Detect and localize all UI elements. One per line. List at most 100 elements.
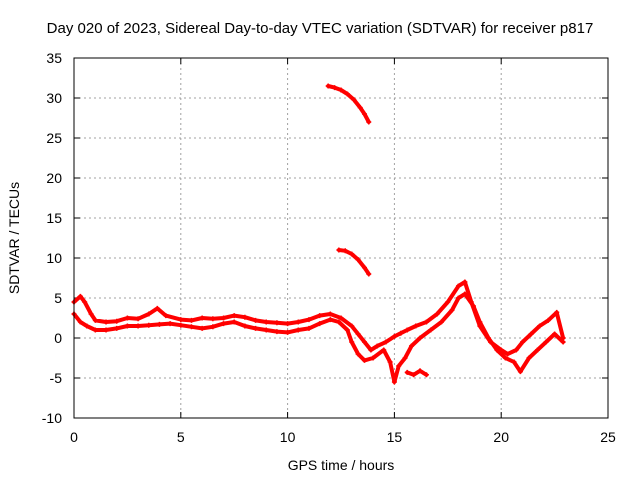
data-point xyxy=(103,319,109,325)
data-point xyxy=(417,368,423,374)
data-point xyxy=(398,330,404,336)
data-point xyxy=(554,309,560,315)
data-point xyxy=(306,317,312,323)
data-point xyxy=(445,299,451,305)
tick-labels: 0 5 10 15 20 25 -10 -5 0 5 10 15 20 25 30 35 xyxy=(42,50,616,445)
data-point xyxy=(361,111,367,117)
data-point xyxy=(423,372,429,378)
data-point xyxy=(274,329,280,335)
data-point xyxy=(535,347,541,353)
series-upper-arc-30 xyxy=(325,83,372,125)
data-point xyxy=(355,331,361,337)
data-point xyxy=(92,317,98,323)
data-point xyxy=(528,331,534,337)
data-point xyxy=(336,247,342,253)
x-tick-label: 10 xyxy=(280,429,296,445)
data-point xyxy=(124,315,130,321)
data-point xyxy=(199,315,205,321)
data-point xyxy=(167,321,173,327)
data-point xyxy=(357,105,363,111)
data-point xyxy=(210,324,216,330)
data-point xyxy=(285,329,291,335)
data-point xyxy=(349,323,355,329)
data-point xyxy=(82,299,88,305)
data-point xyxy=(263,327,269,333)
y-tick-label: 10 xyxy=(46,250,62,266)
data-point xyxy=(404,369,410,375)
data-point xyxy=(374,343,380,349)
data-point xyxy=(114,325,120,331)
data-point xyxy=(545,317,551,323)
data-point xyxy=(156,321,162,327)
data-point xyxy=(306,325,312,331)
data-point xyxy=(336,319,342,325)
data-point xyxy=(485,335,491,341)
data-point xyxy=(327,311,333,317)
x-axis-label: GPS time / hours xyxy=(287,457,395,473)
y-tick-label: 15 xyxy=(46,210,62,226)
series-trace xyxy=(326,84,371,124)
plot-border xyxy=(73,57,609,419)
data-series xyxy=(71,83,566,385)
y-tick-label: -5 xyxy=(50,370,63,386)
data-point xyxy=(178,322,184,328)
data-point xyxy=(494,347,500,353)
x-tick-label: 5 xyxy=(177,429,185,445)
data-point xyxy=(552,331,558,337)
data-point xyxy=(361,265,367,271)
y-tick-label: 0 xyxy=(54,330,62,346)
data-point xyxy=(114,318,120,324)
data-point xyxy=(325,83,331,89)
data-point xyxy=(188,317,194,323)
y-tick-label: 35 xyxy=(46,50,62,66)
data-point xyxy=(253,325,259,331)
data-point xyxy=(366,271,372,277)
data-point xyxy=(242,314,248,320)
data-point xyxy=(408,343,414,349)
x-tick-label: 15 xyxy=(387,429,403,445)
data-point xyxy=(349,339,355,345)
data-point xyxy=(355,351,361,357)
data-point xyxy=(253,317,259,323)
data-point xyxy=(455,283,461,289)
data-point xyxy=(383,339,389,345)
data-point xyxy=(366,119,372,125)
data-point xyxy=(88,311,94,317)
data-point xyxy=(178,317,184,323)
data-point xyxy=(502,355,508,361)
data-point xyxy=(154,305,160,311)
data-point xyxy=(404,327,410,333)
data-point xyxy=(135,316,141,322)
data-point xyxy=(210,316,216,322)
y-axis-label: SDTVAR / TECUs xyxy=(6,181,22,295)
data-point xyxy=(477,319,483,325)
data-point xyxy=(242,323,248,329)
data-point xyxy=(124,323,130,329)
data-point xyxy=(338,87,344,93)
data-point xyxy=(361,339,367,345)
x-tick-label: 0 xyxy=(70,429,78,445)
y-tick-label: 25 xyxy=(46,130,62,146)
data-point xyxy=(146,322,152,328)
data-point xyxy=(344,327,350,333)
data-point xyxy=(513,347,519,353)
data-point xyxy=(391,379,397,385)
data-point xyxy=(317,321,323,327)
series-upper-arc-10 xyxy=(336,247,372,277)
data-point xyxy=(221,321,227,327)
series-trace xyxy=(405,368,429,377)
data-point xyxy=(327,317,333,323)
data-point xyxy=(344,91,350,97)
data-point xyxy=(285,321,291,327)
data-point xyxy=(146,311,152,317)
data-point xyxy=(188,324,194,330)
data-point xyxy=(370,355,376,361)
data-point xyxy=(455,295,461,301)
data-point xyxy=(505,351,511,357)
data-point xyxy=(349,251,355,257)
x-tick-label: 20 xyxy=(493,429,509,445)
data-point xyxy=(351,97,357,103)
tick-marks xyxy=(73,57,609,419)
series-main-band-lower xyxy=(71,291,566,385)
y-tick-label: 5 xyxy=(54,290,62,306)
